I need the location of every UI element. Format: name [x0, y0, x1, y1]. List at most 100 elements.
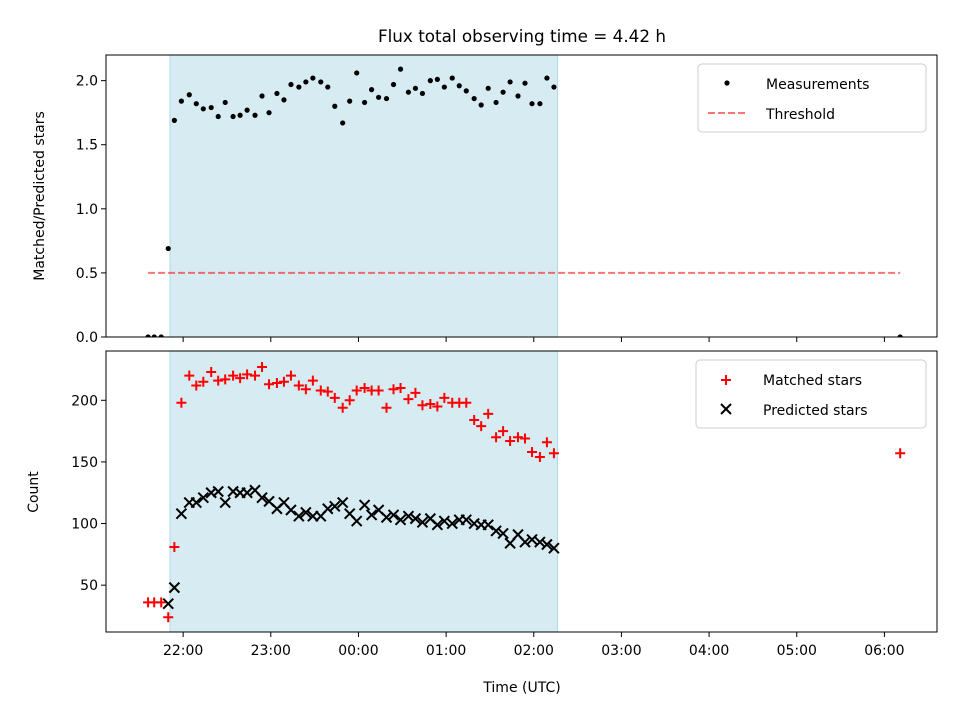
x-tick-label: 02:00 — [514, 643, 554, 659]
measurement-point — [544, 75, 550, 81]
measurement-point — [419, 90, 426, 97]
predicted-star-point — [175, 507, 188, 520]
matched-star-point — [417, 400, 428, 411]
predicted-star-point — [394, 514, 407, 526]
measurement-point — [383, 95, 390, 102]
legend-label: Threshold — [765, 107, 835, 123]
measurement-point — [193, 101, 199, 107]
predicted-star-point — [219, 496, 231, 509]
matched-star-point — [278, 376, 289, 387]
matched-star-point — [322, 386, 333, 397]
measurement-point — [332, 103, 338, 109]
predicted-star-point — [358, 499, 371, 511]
matched-star-point — [483, 408, 494, 419]
measurement-point — [318, 79, 324, 85]
axes-frame — [105, 54, 938, 338]
measurement-point — [897, 334, 903, 337]
matched-star-point — [541, 437, 552, 448]
y-tick-label: 150 — [71, 455, 98, 471]
y-tick-label: 0.0 — [76, 330, 98, 346]
measurement-point — [500, 89, 506, 95]
matched-star-point — [381, 402, 392, 413]
observing-window-span — [169, 54, 558, 338]
y-tick-label: 0.5 — [76, 266, 98, 282]
matched-star-point — [163, 612, 174, 623]
matched-star-point — [395, 382, 406, 393]
measurement-point — [456, 83, 462, 89]
matched-star-point — [264, 379, 275, 390]
y-tick-label: 50 — [80, 578, 98, 594]
matched-star-point — [307, 375, 318, 386]
axes-frame — [105, 350, 938, 633]
predicted-star-point — [526, 533, 538, 546]
legend-predicted-marker — [720, 403, 732, 415]
predicted-star-point — [548, 542, 560, 554]
matched-star-point — [169, 541, 180, 552]
predicted-star-point — [409, 512, 422, 525]
predicted-star-point — [490, 525, 502, 537]
measurement-point — [151, 334, 157, 337]
measurement-point — [303, 79, 309, 85]
bottom-y-axis-label: Count — [26, 471, 42, 513]
predicted-star-point — [322, 503, 334, 515]
x-tick-label: 06:00 — [864, 643, 904, 659]
matched-star-point — [220, 374, 231, 385]
matched-star-point — [425, 398, 436, 409]
measurement-point — [158, 334, 164, 337]
matched-star-point — [271, 378, 282, 389]
y-tick-label: 1.0 — [76, 202, 98, 218]
matched-star-point — [250, 370, 261, 381]
y-tick-label: 2.0 — [76, 74, 98, 90]
measurement-point — [222, 99, 228, 106]
matched-star-point — [300, 384, 311, 395]
matched-star-point — [534, 451, 545, 462]
predicted-star-point — [293, 510, 305, 522]
measurement-point — [281, 97, 287, 103]
predicted-star-point — [329, 500, 341, 512]
matched-star-point — [285, 370, 296, 381]
x-axis-label: Time (UTC) — [482, 680, 560, 696]
measurement-point — [376, 94, 382, 100]
measurement-point — [237, 112, 243, 118]
measurement-point — [145, 334, 151, 337]
measurement-point — [471, 95, 477, 102]
measurement-point — [390, 81, 397, 88]
legend-label: Measurements — [766, 77, 869, 93]
matched-star-point — [373, 385, 384, 396]
matched-star-point — [315, 385, 326, 396]
y-tick-label: 100 — [71, 517, 98, 533]
matched-star-point — [242, 369, 253, 380]
matched-star-point — [198, 376, 209, 387]
x-tick-label: 04:00 — [689, 643, 729, 659]
matched-star-point — [228, 370, 239, 381]
measurement-point — [347, 98, 353, 104]
measurement-point — [412, 85, 419, 91]
x-tick-label: 00:00 — [338, 643, 378, 659]
measurement-point — [441, 84, 447, 90]
predicted-star-point — [336, 496, 349, 509]
measurement-point — [478, 102, 484, 108]
matched-star-point — [337, 402, 348, 413]
legend: Matched stars Predicted stars — [695, 359, 927, 429]
predicted-star-point — [519, 536, 531, 548]
matched-star-point — [184, 370, 195, 381]
measurement-point — [178, 98, 184, 104]
measurement-point — [340, 120, 346, 126]
measurement-point — [244, 107, 250, 113]
measurement-point — [252, 112, 258, 118]
predicted-star-point — [387, 509, 400, 521]
legend-box — [695, 359, 927, 429]
measurement-point — [434, 76, 440, 82]
matched-star-point — [213, 375, 224, 386]
x-tick-label: 01:00 — [426, 643, 466, 659]
chart-title: Flux total observing time = 4.42 h — [378, 26, 666, 46]
matched-star-point — [469, 415, 480, 426]
x-tick-label: 05:00 — [777, 643, 817, 659]
predicted-star-point — [416, 516, 429, 529]
measurement-point — [449, 75, 455, 81]
top-panel: 0.0 0.5 1.0 1.5 2.0 Measurements Threshold — [76, 54, 938, 346]
matched-star-point — [257, 362, 268, 373]
predicted-star-point — [197, 491, 210, 504]
matched-star-point — [156, 597, 167, 608]
